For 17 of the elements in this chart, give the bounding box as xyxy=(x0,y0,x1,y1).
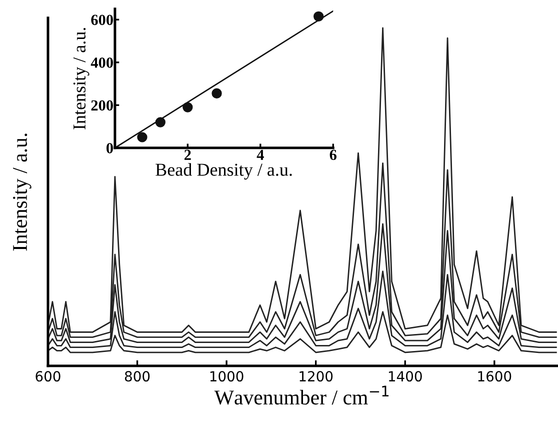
x-tick-label: 800 xyxy=(124,371,150,382)
x-tick-label: 1000 xyxy=(210,371,244,382)
x-axis-title: Wavenumber / cm$^{−1}$ xyxy=(214,386,389,405)
x-tick-label: 1400 xyxy=(388,371,422,382)
x-tick-label: 4 xyxy=(256,150,264,160)
x-tick-label: 600 xyxy=(36,371,60,382)
x-tick-label: 1600 xyxy=(478,371,512,382)
y-tick-label: 400 xyxy=(90,58,113,68)
y-tick-label: 0 xyxy=(106,143,113,154)
x-tick-label: 6 xyxy=(330,150,336,160)
x-axis-title: Bead Density / a.u. xyxy=(156,163,292,180)
y-tick-label: 200 xyxy=(91,100,113,111)
x-tick-label: 2 xyxy=(184,150,191,160)
x-tick-label: 1200 xyxy=(300,371,333,382)
y-axis-title: Intensity / a.u. xyxy=(73,28,90,130)
y-axis-title: Intensity / a.u. xyxy=(13,134,32,251)
y-tick-label: 600 xyxy=(91,14,113,26)
